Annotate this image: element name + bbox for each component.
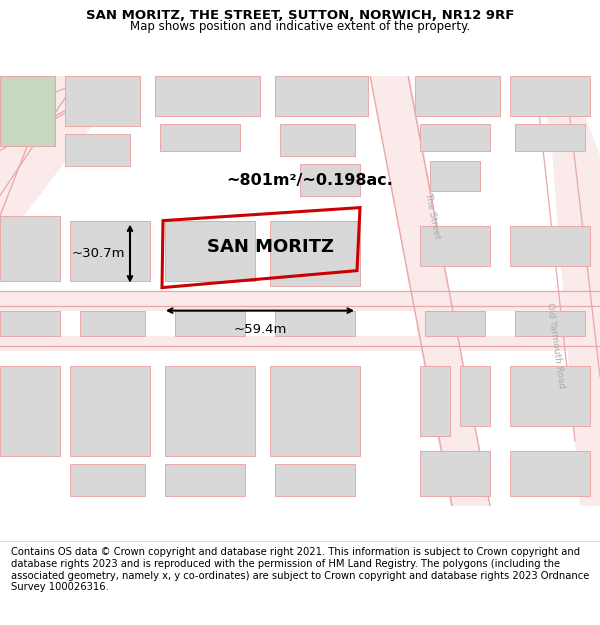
- Polygon shape: [165, 221, 255, 281]
- Polygon shape: [275, 464, 355, 496]
- Text: ~30.7m: ~30.7m: [71, 247, 125, 260]
- Polygon shape: [420, 124, 490, 151]
- Text: ~801m²/~0.198ac.: ~801m²/~0.198ac.: [227, 173, 394, 188]
- Polygon shape: [0, 366, 60, 456]
- Polygon shape: [275, 311, 355, 336]
- Polygon shape: [0, 311, 60, 336]
- Text: SAN MORITZ, THE STREET, SUTTON, NORWICH, NR12 9RF: SAN MORITZ, THE STREET, SUTTON, NORWICH,…: [86, 9, 514, 22]
- Polygon shape: [425, 311, 485, 336]
- Text: Contains OS data © Crown copyright and database right 2021. This information is : Contains OS data © Crown copyright and d…: [11, 548, 589, 592]
- Polygon shape: [0, 291, 600, 311]
- Polygon shape: [70, 464, 145, 496]
- Polygon shape: [415, 76, 500, 116]
- Polygon shape: [70, 366, 150, 456]
- Polygon shape: [510, 76, 590, 116]
- Polygon shape: [510, 451, 590, 496]
- Polygon shape: [430, 161, 480, 191]
- Polygon shape: [0, 76, 130, 248]
- Polygon shape: [65, 76, 140, 126]
- Polygon shape: [515, 311, 585, 336]
- Polygon shape: [70, 221, 150, 281]
- Polygon shape: [270, 366, 360, 456]
- Polygon shape: [275, 76, 368, 116]
- Text: Old Yarmouth Road: Old Yarmouth Road: [545, 302, 565, 389]
- Polygon shape: [510, 366, 590, 426]
- Polygon shape: [420, 226, 490, 266]
- Polygon shape: [530, 76, 600, 506]
- Polygon shape: [65, 134, 130, 166]
- Polygon shape: [165, 366, 255, 456]
- Polygon shape: [420, 366, 450, 436]
- Polygon shape: [0, 216, 60, 281]
- Polygon shape: [165, 464, 245, 496]
- Text: ~59.4m: ~59.4m: [233, 322, 287, 336]
- Polygon shape: [80, 311, 145, 336]
- Polygon shape: [0, 76, 55, 146]
- Polygon shape: [300, 164, 360, 196]
- Text: SAN MORITZ: SAN MORITZ: [207, 238, 334, 256]
- Polygon shape: [155, 76, 260, 116]
- Polygon shape: [370, 76, 490, 506]
- Polygon shape: [515, 124, 585, 151]
- Polygon shape: [510, 226, 590, 266]
- Polygon shape: [460, 366, 490, 426]
- Polygon shape: [160, 124, 240, 151]
- Text: The Street: The Street: [422, 191, 442, 240]
- Text: Map shows position and indicative extent of the property.: Map shows position and indicative extent…: [130, 20, 470, 33]
- Polygon shape: [0, 336, 600, 351]
- Polygon shape: [280, 124, 355, 156]
- Polygon shape: [420, 451, 490, 496]
- Polygon shape: [175, 311, 245, 336]
- Polygon shape: [270, 221, 360, 286]
